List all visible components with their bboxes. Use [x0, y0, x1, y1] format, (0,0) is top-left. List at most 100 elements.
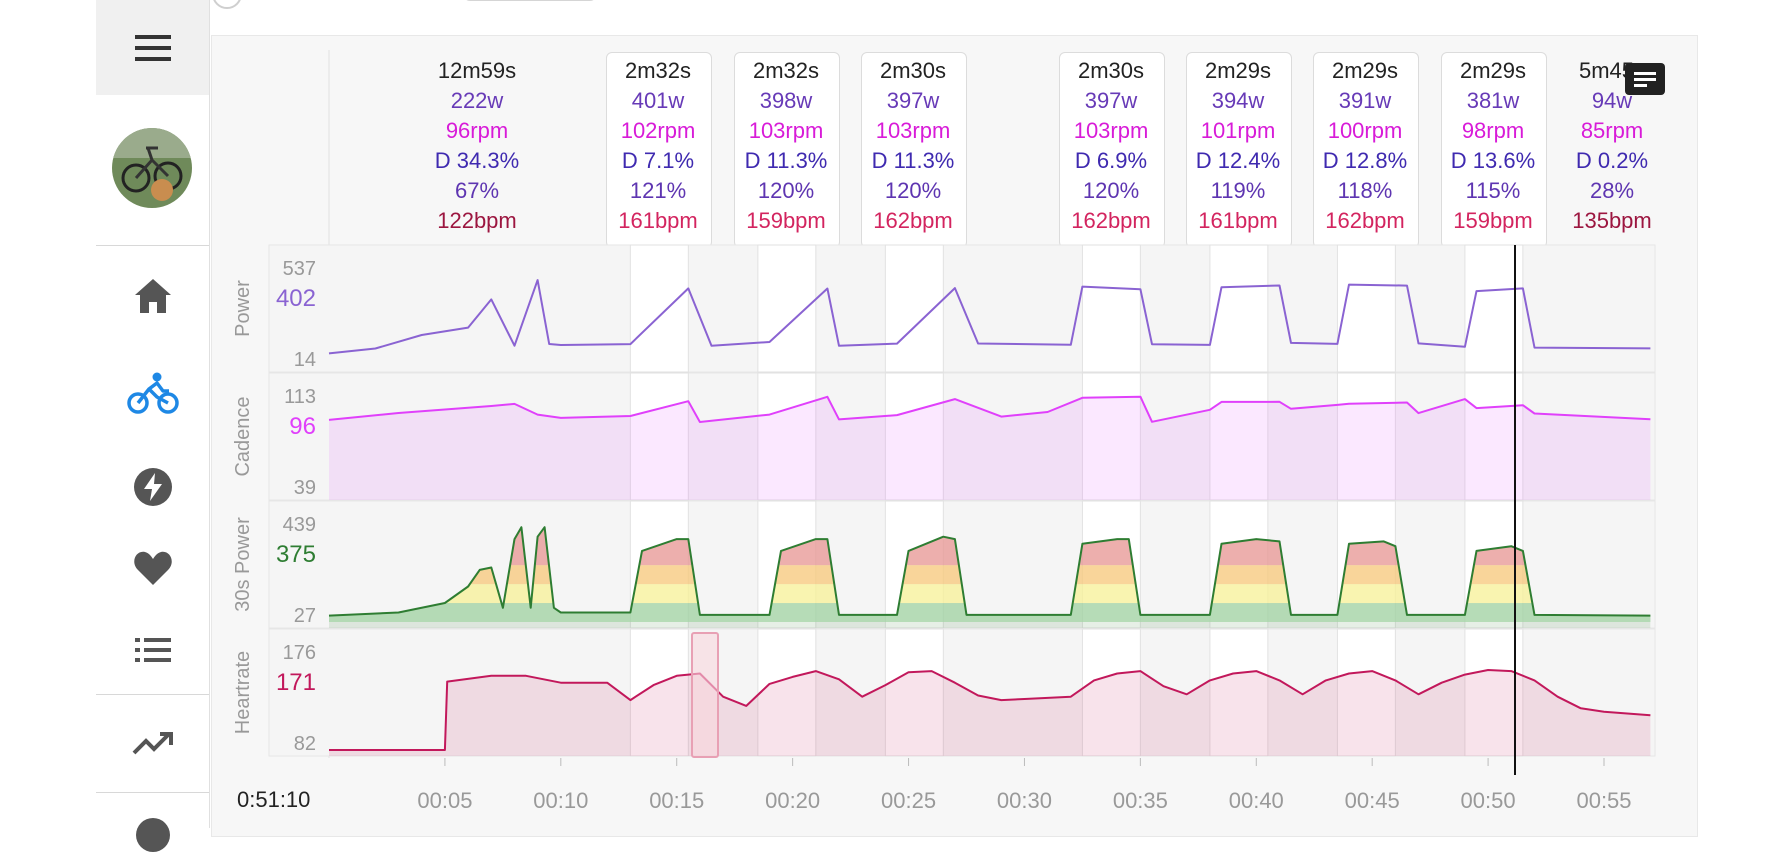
interval-decoupling: D 34.3%: [434, 148, 520, 173]
interval-band[interactable]: [1081, 628, 1141, 757]
interval-intensity: 120%: [757, 178, 815, 203]
series-area-heartrate: [329, 670, 1651, 756]
interval-power: 222w: [450, 88, 504, 113]
y-tick-label: 27: [294, 605, 316, 627]
y-tick-label: 537: [283, 258, 316, 280]
interval-heartrate: 159bpm: [746, 208, 826, 233]
hover-selection[interactable]: [691, 632, 719, 758]
y-tick-label: 375: [276, 541, 316, 568]
trending-up-icon: [132, 732, 173, 755]
interval-cadence: 103rpm: [1073, 118, 1149, 143]
interval-cadence: 96rpm: [445, 118, 509, 143]
interval-power: 391w: [1338, 88, 1392, 113]
interval-band[interactable]: [1081, 244, 1141, 373]
sidebar-item-list[interactable]: [96, 622, 209, 678]
series-line-30s-power[interactable]: [328, 526, 1651, 617]
elapsed-time: 0:51:10: [237, 787, 311, 812]
x-tick-label: 00:10: [533, 788, 588, 813]
interval-heartrate: 161bpm: [1198, 208, 1278, 233]
interval-cadence: 103rpm: [875, 118, 951, 143]
sidebar-item-activities[interactable]: [96, 365, 209, 421]
y-tick-label: 439: [283, 514, 316, 536]
hamburger-menu-icon: [134, 34, 171, 61]
interval-card[interactable]: [606, 52, 712, 248]
interval-card[interactable]: [861, 52, 967, 248]
x-tick-label: 00:30: [997, 788, 1052, 813]
legend-toggle-button[interactable]: [1625, 63, 1665, 95]
interval-power: 401w: [631, 88, 685, 113]
interval-band[interactable]: [1081, 372, 1141, 501]
interval-band[interactable]: [629, 244, 689, 373]
interval-band[interactable]: [629, 372, 689, 501]
top-toolbar: [209, 0, 1696, 35]
y-axis-title: Power: [232, 280, 254, 337]
bike-icon: [126, 372, 179, 414]
interval-cadence: 102rpm: [620, 118, 696, 143]
sidebar: [96, 0, 210, 852]
interval-band[interactable]: [1336, 372, 1396, 501]
interval-cadence: 103rpm: [748, 118, 824, 143]
sidebar-item-home[interactable]: [96, 268, 209, 324]
interval-band[interactable]: [1209, 244, 1269, 373]
interval-decoupling: D 13.6%: [1450, 148, 1536, 173]
toolbar-circle-icon[interactable]: [213, 0, 241, 9]
interval-decoupling: D 6.9%: [1074, 148, 1148, 173]
x-tick-label: 00:35: [1113, 788, 1168, 813]
interval-card[interactable]: [1059, 52, 1165, 248]
sidebar-divider: [96, 792, 209, 793]
interval-card[interactable]: [1313, 52, 1419, 248]
interval-band[interactable]: [629, 628, 689, 757]
interval-decoupling: D 0.2%: [1575, 148, 1649, 173]
interval-band[interactable]: [757, 372, 817, 501]
interval-duration: 2m30s: [879, 58, 947, 83]
x-tick-label: 00:25: [881, 788, 936, 813]
menu-button[interactable]: [96, 0, 209, 95]
interval-duration: 2m29s: [1204, 58, 1272, 83]
interval-decoupling: D 7.1%: [621, 148, 695, 173]
interval-band[interactable]: [1336, 628, 1396, 757]
interval-cadence: 100rpm: [1327, 118, 1403, 143]
interval-band[interactable]: [884, 372, 944, 501]
series-area-cadence: [329, 396, 1651, 500]
interval-band[interactable]: [1464, 628, 1524, 757]
sidebar-item-fitness[interactable]: [96, 540, 209, 596]
interval-power: 397w: [886, 88, 940, 113]
interval-card[interactable]: [1441, 52, 1547, 248]
interval-power: 394w: [1211, 88, 1265, 113]
x-tick-label: 00:20: [765, 788, 820, 813]
interval-band[interactable]: [1464, 372, 1524, 501]
activity-chart[interactable]: 14 402 537 Power 39 96 113 Cadence 27 375 439 30s P…: [0, 0, 1792, 828]
interval-duration: 2m32s: [624, 58, 692, 83]
y-tick-label: 82: [294, 733, 316, 755]
interval-power: 381w: [1466, 88, 1520, 113]
interval-band[interactable]: [1209, 372, 1269, 501]
interval-decoupling: D 11.3%: [871, 148, 955, 173]
y-axis-title: Cadence: [232, 396, 254, 476]
interval-heartrate: 162bpm: [1071, 208, 1151, 233]
list-icon: [134, 638, 171, 662]
interval-band[interactable]: [1464, 244, 1524, 373]
y-tick-label: 14: [294, 349, 316, 371]
interval-band[interactable]: [757, 628, 817, 757]
interval-cadence: 98rpm: [1461, 118, 1525, 143]
interval-decoupling: D 11.3%: [744, 148, 828, 173]
panel-background: [268, 244, 1656, 373]
interval-heartrate: 159bpm: [1453, 208, 1533, 233]
interval-band[interactable]: [1336, 244, 1396, 373]
interval-card[interactable]: [734, 52, 840, 248]
series-line-cadence[interactable]: [328, 395, 1651, 423]
sidebar-item-power[interactable]: [96, 459, 209, 515]
interval-card[interactable]: [1186, 52, 1292, 248]
sidebar-item-trends[interactable]: [96, 716, 209, 772]
interval-intensity: 121%: [629, 178, 687, 203]
interval-power: 397w: [1084, 88, 1138, 113]
interval-band[interactable]: [1209, 628, 1269, 757]
series-line-heartrate[interactable]: [329, 669, 1651, 751]
interval-band[interactable]: [884, 628, 944, 757]
interval-intensity: 67%: [454, 178, 500, 203]
series-line-power[interactable]: [328, 279, 1651, 355]
interval-power: 398w: [759, 88, 813, 113]
interval-duration: 2m32s: [752, 58, 820, 83]
interval-duration: 2m29s: [1331, 58, 1399, 83]
heart-icon: [133, 551, 172, 585]
